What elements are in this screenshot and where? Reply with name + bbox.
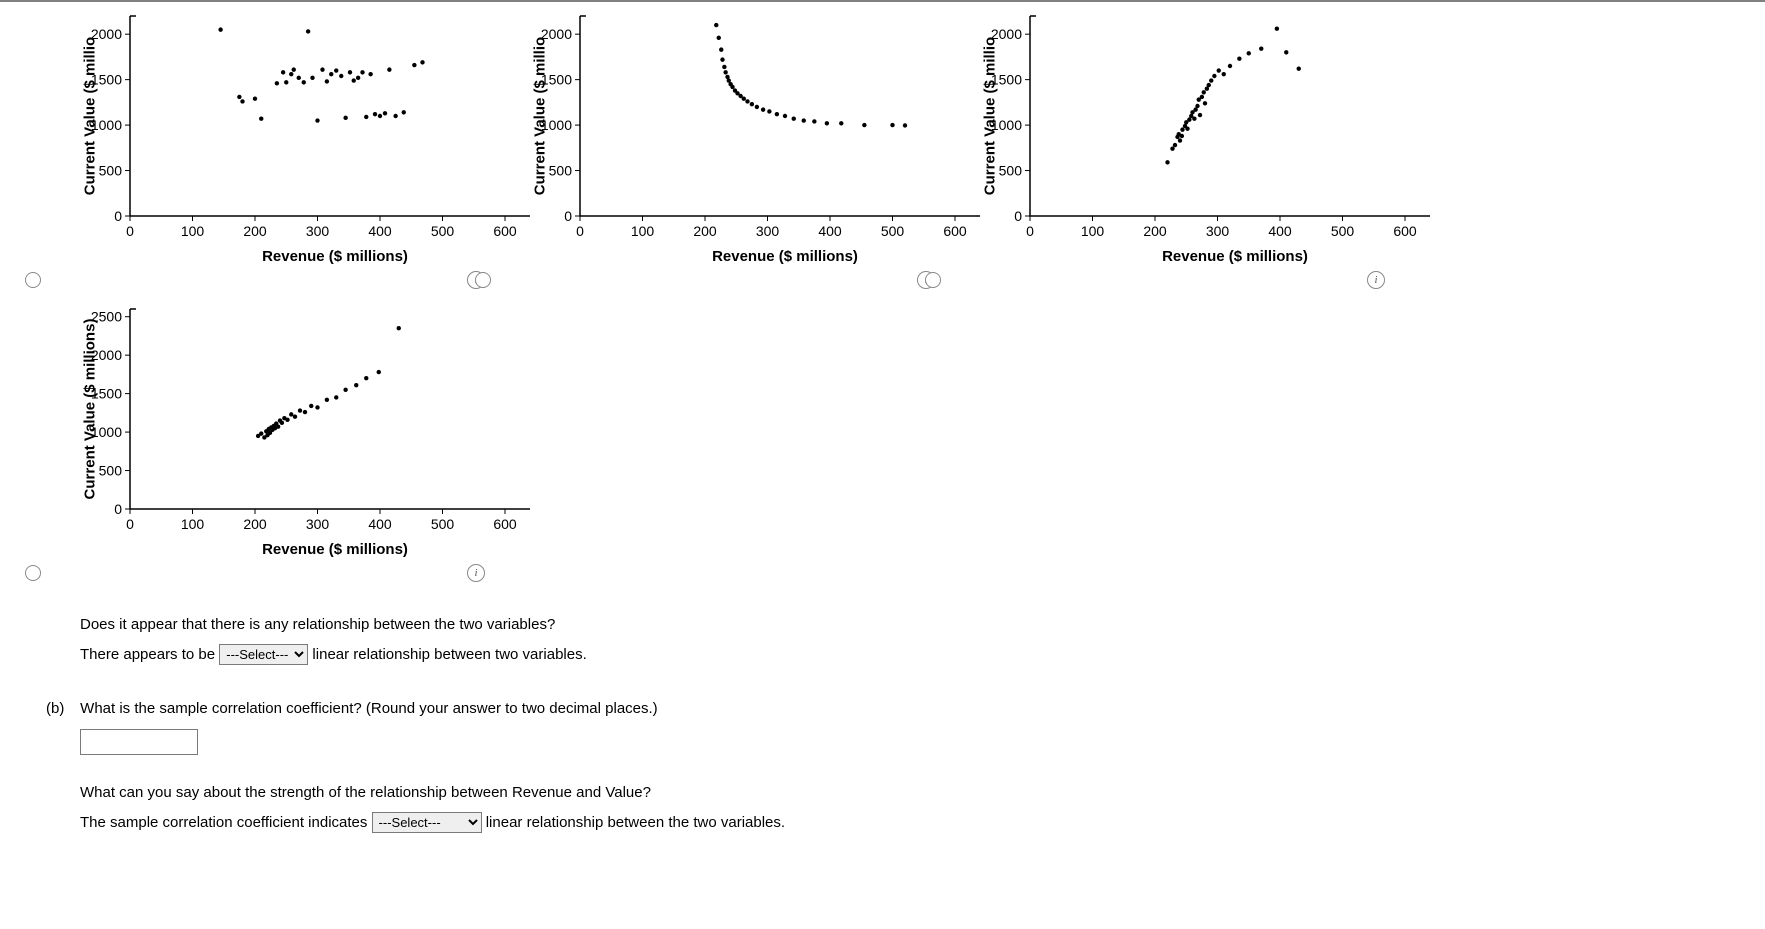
svg-text:100: 100	[181, 516, 205, 532]
svg-text:500: 500	[999, 163, 1023, 179]
svg-text:600: 600	[493, 516, 517, 532]
svg-text:600: 600	[943, 223, 967, 239]
question-b-line2: What can you say about the strength of t…	[80, 778, 1765, 808]
charts-row-1: Current Value ($ millio 0 100 200 300 400 500 6…	[0, 6, 1765, 289]
svg-text:0: 0	[1014, 208, 1022, 224]
question-a-line2: There appears to be ---Select--- linear …	[80, 640, 1765, 670]
svg-text:0: 0	[114, 501, 122, 517]
question-b-line3: The sample correlation coefficient indic…	[80, 808, 1765, 838]
x-axis-label: Revenue ($ millions)	[530, 248, 990, 265]
svg-text:600: 600	[1393, 223, 1417, 239]
chart-cell-d: Current Value ($ millions) 0 100 200 300 400 5…	[80, 299, 530, 582]
svg-text:500: 500	[1331, 223, 1355, 239]
svg-text:500: 500	[431, 516, 455, 532]
relationship-select-1[interactable]: ---Select---	[219, 644, 308, 665]
svg-text:400: 400	[368, 516, 392, 532]
relationship-select-2[interactable]: ---Select---	[372, 812, 482, 833]
chart-controls: i	[25, 271, 485, 289]
part-b: (b) What is the sample correlation coeff…	[80, 694, 1765, 724]
x-axis-label: Revenue ($ millions)	[80, 248, 540, 265]
y-axis-label: Current Value ($ millio	[532, 37, 549, 195]
svg-text:400: 400	[368, 223, 392, 239]
svg-text:200: 200	[243, 223, 267, 239]
svg-text:300: 300	[1206, 223, 1230, 239]
info-icon[interactable]: i	[467, 564, 485, 582]
qa-pre: There appears to be	[80, 646, 219, 663]
chart-select-radio[interactable]	[475, 272, 491, 288]
svg-text:300: 300	[306, 223, 330, 239]
qb-post: linear relationship between the two vari…	[482, 814, 786, 831]
qb-pre: The sample correlation coefficient indic…	[80, 814, 372, 831]
svg-text:0: 0	[114, 208, 122, 224]
chart-cell-c: Current Value ($ millio 0 100 200 300 400 500 6…	[980, 6, 1430, 289]
svg-text:500: 500	[99, 463, 123, 479]
svg-text:500: 500	[549, 163, 573, 179]
chart-cell-a: Current Value ($ millio 0 100 200 300 400 500 6…	[80, 6, 530, 289]
svg-text:500: 500	[99, 163, 123, 179]
chart-cell-b: Current Value ($ millio 0 100 200 300 400 500 6…	[530, 6, 980, 289]
svg-text:0: 0	[1026, 223, 1034, 239]
svg-text:0: 0	[126, 223, 134, 239]
chart-controls: i	[25, 564, 485, 582]
y-axis-label: Current Value ($ millio	[82, 37, 99, 195]
scatter-chart: 01002003004005006000500100015002000	[530, 6, 990, 246]
svg-text:0: 0	[126, 516, 134, 532]
x-axis-label: Revenue ($ millions)	[80, 541, 540, 558]
qa-post: linear relationship between two variable…	[308, 646, 587, 663]
chart-controls: i	[475, 271, 935, 289]
chart-select-radio[interactable]	[25, 272, 41, 288]
svg-text:400: 400	[1268, 223, 1292, 239]
svg-text:500: 500	[431, 223, 455, 239]
svg-text:500: 500	[881, 223, 905, 239]
svg-text:400: 400	[818, 223, 842, 239]
svg-text:200: 200	[1143, 223, 1167, 239]
svg-text:100: 100	[181, 223, 205, 239]
svg-text:200: 200	[693, 223, 717, 239]
page-root: Current Value ($ millio 0 100 200 300 400 500 6…	[0, 0, 1765, 878]
svg-text:0: 0	[576, 223, 584, 239]
svg-text:300: 300	[306, 516, 330, 532]
scatter-chart: 01002003004005006000500100015002000	[980, 6, 1440, 246]
info-icon[interactable]: i	[1367, 271, 1385, 289]
correlation-input[interactable]	[80, 729, 198, 755]
chart-select-radio[interactable]	[925, 272, 941, 288]
scatter-chart: 010020030040050060005001000150020002500	[80, 299, 540, 539]
chart-controls: i	[925, 271, 1385, 289]
svg-text:300: 300	[756, 223, 780, 239]
svg-text:100: 100	[631, 223, 655, 239]
y-axis-label: Current Value ($ millio	[982, 37, 999, 195]
svg-text:600: 600	[493, 223, 517, 239]
y-axis-label: Current Value ($ millions)	[82, 319, 99, 500]
svg-text:200: 200	[243, 516, 267, 532]
svg-text:0: 0	[564, 208, 572, 224]
chart-select-radio[interactable]	[25, 565, 41, 581]
question-a-line1: Does it appear that there is any relatio…	[80, 610, 1765, 640]
svg-text:100: 100	[1081, 223, 1105, 239]
question-block: Does it appear that there is any relatio…	[0, 610, 1765, 838]
answer-input-row	[80, 728, 1765, 758]
x-axis-label: Revenue ($ millions)	[980, 248, 1440, 265]
scatter-chart: 01002003004005006000500100015002000	[80, 6, 540, 246]
charts-row-2: Current Value ($ millions) 0 100 200 300 400 5…	[0, 299, 1765, 582]
part-b-label: (b)	[46, 694, 76, 724]
question-b-line1: What is the sample correlation coefficie…	[80, 700, 658, 717]
